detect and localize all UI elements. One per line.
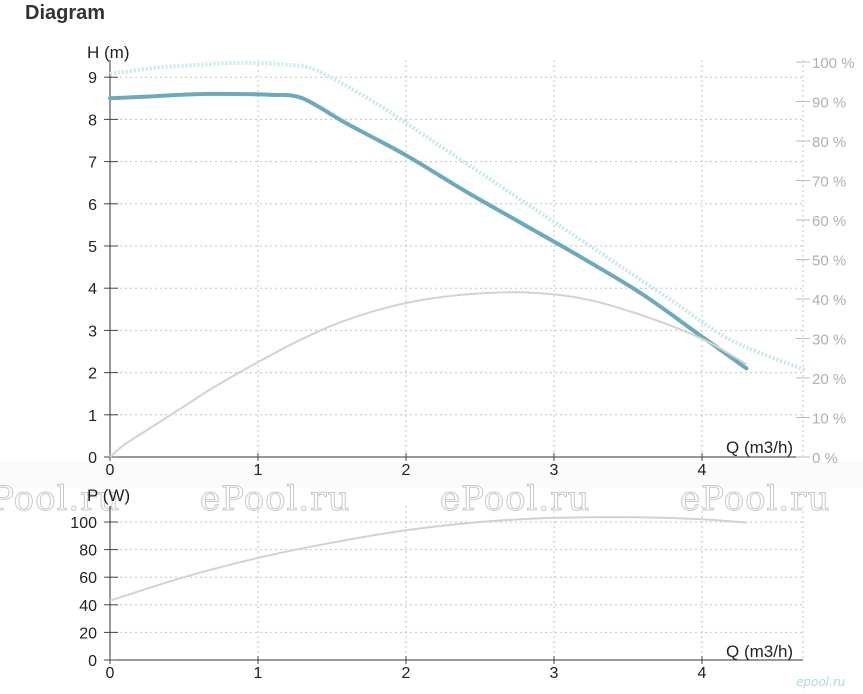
top-y2-tick-label-4: 40 %	[812, 292, 846, 309]
bot-x-tick-label-2: 2	[402, 665, 411, 682]
bot-y-tick-label-0: 0	[88, 653, 97, 670]
bot-x-axis-label: Q (m3/h)	[726, 642, 793, 661]
top-y-tick-label-8: 8	[88, 112, 97, 129]
npsh-curve	[109, 291, 747, 458]
top-y-tick-label-0: 0	[88, 450, 97, 467]
bot-y-tick-label-80: 80	[79, 543, 97, 560]
top-y2-tick-label-10: 100 %	[812, 55, 855, 72]
bot-y-tick-label-20: 20	[79, 625, 97, 642]
efficiency-curve	[109, 60, 807, 372]
bot-y-tick-label-100: 100	[70, 515, 97, 532]
top-y-tick-label-5: 5	[88, 239, 97, 256]
bot-x-tick-label-4: 4	[698, 665, 707, 682]
top-y2-tick-label-6: 60 %	[812, 213, 846, 230]
top-y-tick-label-2: 2	[88, 366, 97, 383]
top-y2-tick-label-2: 20 %	[812, 371, 846, 388]
page-title: Diagram	[25, 2, 106, 24]
top-y2-tick-label-8: 80 %	[812, 134, 846, 151]
top-y2-tick-label-3: 30 %	[812, 332, 846, 349]
head-curve	[108, 91, 749, 371]
watermark-2: ePool.ru	[200, 479, 350, 519]
panel-gap-band	[0, 462, 863, 488]
top-y2-tick-label-5: 50 %	[812, 253, 846, 270]
top-x-tick-label-3: 3	[550, 462, 559, 479]
bot-y-axis-label: P (W)	[87, 486, 130, 505]
bot-x-tick-label-1: 1	[254, 665, 263, 682]
top-y-tick-label-4: 4	[88, 281, 97, 298]
bot-y-tick-label-40: 40	[79, 598, 97, 615]
top-x-tick-label-2: 2	[402, 462, 411, 479]
top-y-tick-label-3: 3	[88, 323, 97, 340]
top-y2-tick-label-0: 0 %	[812, 450, 838, 467]
top-y2-tick-label-7: 70 %	[812, 174, 846, 191]
top-y2-tick-label-1: 10 %	[812, 411, 846, 428]
top-x-axis-label: Q (m3/h)	[726, 438, 793, 457]
top-y-tick-label-1: 1	[88, 408, 97, 425]
watermark-4: ePool.ru	[680, 479, 830, 519]
top-y-tick-label-9: 9	[88, 70, 97, 87]
bot-y-tick-label-60: 60	[79, 570, 97, 587]
top-x-tick-label-1: 1	[254, 462, 263, 479]
top-y-axis-label: H (m)	[87, 43, 129, 62]
top-y-tick-label-7: 7	[88, 155, 97, 172]
brand-mark: epool.ru	[796, 675, 846, 689]
top-y2-tick-label-9: 90 %	[812, 95, 846, 112]
top-x-tick-label-4: 4	[698, 462, 707, 479]
watermark-3: ePool.ru	[440, 479, 590, 519]
bot-x-tick-label-0: 0	[106, 665, 115, 682]
bot-x-tick-label-3: 3	[550, 665, 559, 682]
power-curve	[109, 516, 747, 602]
watermark-1: ePool.ru	[0, 479, 120, 519]
top-y-tick-label-6: 6	[88, 197, 97, 214]
top-x-tick-label-0: 0	[106, 462, 115, 479]
